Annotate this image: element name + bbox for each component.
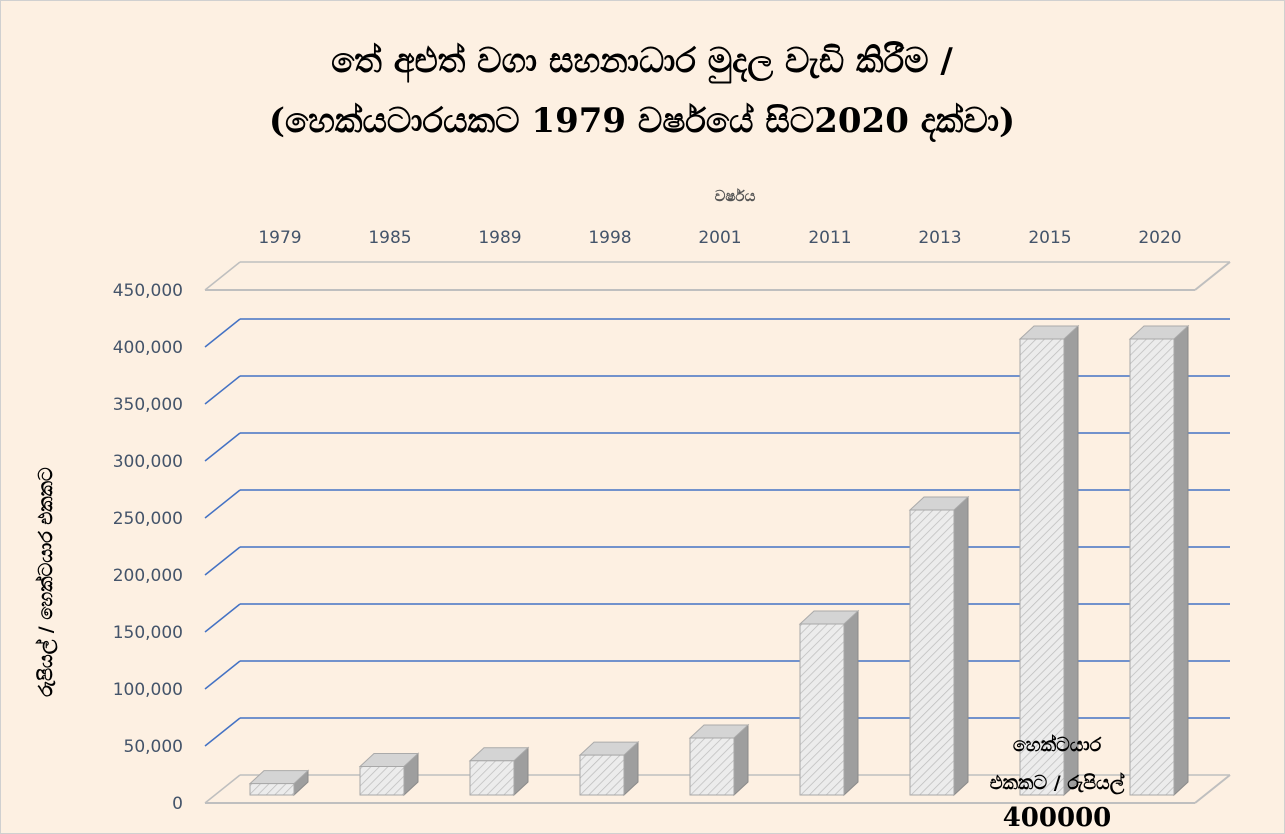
bar — [359, 766, 405, 796]
bar-side — [953, 495, 969, 797]
x-tick-label: 2015 — [1028, 228, 1071, 248]
grid-line — [204, 660, 241, 690]
grid-line — [1194, 774, 1231, 804]
y-tick-label: 300,000 — [113, 452, 183, 472]
bar — [799, 623, 845, 796]
grid-line — [204, 432, 241, 462]
y-tick-label: 200,000 — [113, 566, 183, 586]
bar-side — [1063, 324, 1079, 797]
x-tick-label: 2001 — [698, 228, 741, 248]
bar — [249, 783, 295, 796]
bar — [469, 760, 515, 796]
grid-line — [204, 489, 241, 519]
annotation: හෙක්ටයාර — [1013, 734, 1102, 756]
chart-title: තේ අළුත් වගා සහනාධාර මුදල වැඩි කිරීම / — [331, 40, 953, 83]
grid-line — [1194, 261, 1231, 291]
x-tick-label: 1989 — [478, 228, 521, 248]
bar — [1129, 338, 1175, 796]
grid-line — [204, 603, 241, 633]
y-tick-label: 0 — [172, 794, 183, 814]
chart-title: (හෙක්යටාරයකට 1979 වර්ෂයේ සිට2020 දක්වා) — [269, 101, 1015, 142]
y-tick-label: 250,000 — [113, 509, 183, 529]
y-tick-label: 450,000 — [113, 281, 183, 301]
y-tick-label: 400,000 — [113, 338, 183, 358]
bar — [1019, 338, 1065, 796]
x-tick-label: 1998 — [588, 228, 631, 248]
bar — [909, 509, 955, 796]
annotation: 400000 — [1003, 803, 1112, 833]
x-tick-label: 2011 — [808, 228, 851, 248]
grid-line — [204, 546, 241, 576]
grid-line — [204, 318, 241, 348]
grid-line — [204, 375, 241, 405]
bar-side — [843, 609, 859, 797]
x-tick-label: 1985 — [368, 228, 411, 248]
annotation: එකකට / රුපියල් — [990, 772, 1125, 795]
grid-line — [204, 717, 241, 747]
bar — [689, 737, 735, 796]
y-tick-label: 350,000 — [113, 395, 183, 415]
x-axis-title: වර්ෂය — [715, 187, 756, 205]
y-axis-title: රුපියල් / හෙක්ටයාර එකකට — [35, 467, 58, 697]
x-tick-label: 1979 — [258, 228, 301, 248]
x-tick-label: 2020 — [1138, 228, 1181, 248]
y-tick-label: 100,000 — [113, 680, 183, 700]
bar — [579, 754, 625, 796]
grid-line — [204, 774, 241, 804]
bar-side — [1173, 324, 1189, 797]
grid-line — [204, 261, 241, 291]
x-tick-label: 2013 — [918, 228, 961, 248]
y-tick-label: 150,000 — [113, 623, 183, 643]
y-tick-label: 50,000 — [124, 737, 183, 757]
